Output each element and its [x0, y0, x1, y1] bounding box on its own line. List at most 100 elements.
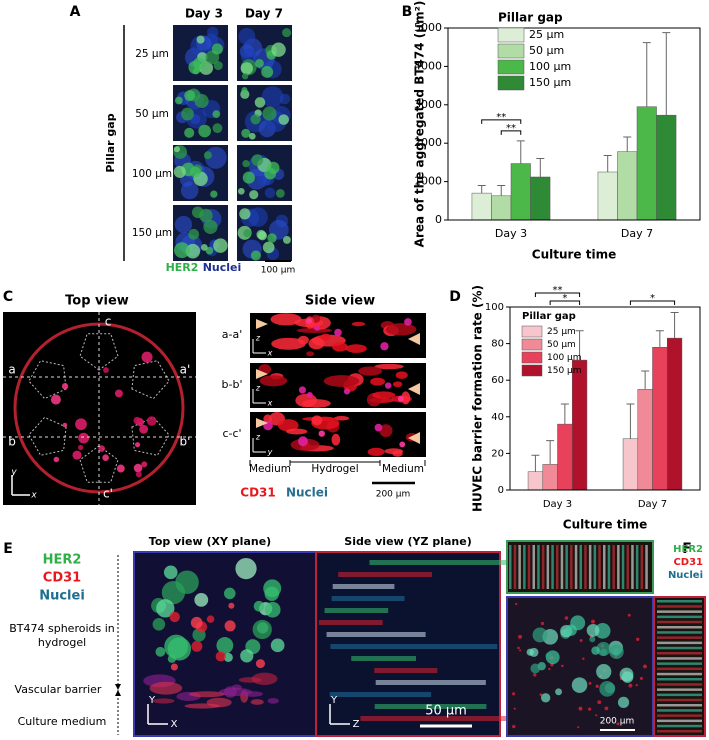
region-label: Medium [382, 463, 424, 475]
streak [267, 697, 279, 704]
y-tick-label: 20 [491, 448, 504, 459]
stain-label: CD31 [43, 571, 81, 586]
blob [250, 250, 261, 261]
blob [617, 696, 630, 708]
scale-bar-label: 200 µm [376, 490, 411, 500]
streak [231, 684, 242, 691]
error-bar [641, 370, 650, 390]
streak [657, 662, 702, 665]
blob [212, 123, 223, 134]
blob [75, 418, 87, 431]
blob [181, 107, 194, 121]
scale-bar-label: 200 µm [600, 717, 635, 727]
blob [384, 382, 392, 389]
streak [188, 691, 225, 698]
arrow-head [115, 690, 121, 696]
panel-label: F [682, 541, 692, 557]
blob [283, 236, 291, 244]
blob [103, 367, 109, 373]
blob [588, 681, 592, 685]
streak [584, 545, 587, 589]
plot-frame [447, 27, 701, 221]
streak [375, 680, 486, 685]
section-label: b [8, 435, 16, 449]
blob [207, 26, 219, 39]
marker-arrow [408, 432, 420, 444]
scale-bar-label: 100 µm [261, 266, 296, 276]
streak [612, 545, 615, 589]
streak [657, 730, 702, 733]
blob [211, 43, 223, 55]
label: Day 3 [185, 7, 223, 21]
row-label: 50 µm [135, 108, 169, 120]
blob [255, 58, 264, 68]
streak [374, 668, 438, 673]
x-axis-label: Culture time [532, 248, 616, 262]
streak [657, 600, 702, 603]
streak [657, 615, 702, 619]
y-tick-label: 0 [498, 485, 504, 496]
streak [640, 545, 644, 589]
legend-swatch [521, 338, 543, 351]
axis-label: y [267, 448, 273, 457]
legend-swatch [497, 75, 525, 91]
blob [564, 616, 569, 620]
streak [657, 719, 702, 723]
blob [102, 454, 109, 461]
row-label: b-b' [222, 378, 243, 391]
blob [163, 565, 178, 580]
significance-bracket [481, 119, 522, 124]
blob [264, 167, 277, 180]
axis-label: X [171, 719, 178, 730]
axis-label: x [267, 349, 273, 358]
streak [607, 545, 611, 589]
streak [657, 652, 702, 655]
blob [50, 394, 61, 405]
streak [570, 545, 573, 589]
blob [548, 667, 551, 671]
layer-label: BT474 spheroids in hydrogel [9, 622, 115, 649]
bar [666, 337, 683, 491]
blob [213, 61, 223, 71]
blob [139, 424, 149, 434]
streak [541, 545, 545, 589]
significance-bracket [629, 300, 676, 305]
legend-swatch [497, 43, 525, 59]
streak [657, 641, 702, 645]
label: Top view (XY plane) [149, 535, 271, 548]
blob [639, 676, 643, 680]
y-tick-label: 3000 [414, 98, 442, 111]
error-bar [670, 311, 679, 339]
blob [241, 72, 249, 80]
blob [604, 682, 616, 694]
streak [560, 545, 564, 589]
streak [392, 381, 403, 388]
blob [586, 624, 600, 637]
legend-label: 50 µm [529, 44, 564, 57]
arrow-head [115, 684, 121, 690]
streak [657, 683, 702, 686]
blob [167, 654, 176, 663]
blob [242, 171, 255, 184]
error-bar [497, 184, 506, 196]
blob [250, 114, 261, 125]
blob [270, 638, 285, 653]
blob [596, 664, 612, 680]
blob [184, 127, 195, 138]
blob [264, 187, 276, 199]
blob [141, 351, 153, 363]
blob [600, 648, 608, 656]
blob [190, 616, 203, 629]
region-label: Hydrogel [311, 463, 358, 475]
streak [259, 375, 288, 387]
y-tick-label: 100 [485, 302, 504, 313]
streak [603, 545, 606, 589]
streak [579, 545, 582, 589]
streak [329, 692, 432, 697]
blob [577, 726, 580, 729]
x-tick-label: Day 3 [495, 227, 527, 240]
row-label: a-a' [222, 328, 242, 341]
streak [574, 545, 578, 589]
streak [657, 698, 702, 702]
blob [242, 159, 250, 168]
